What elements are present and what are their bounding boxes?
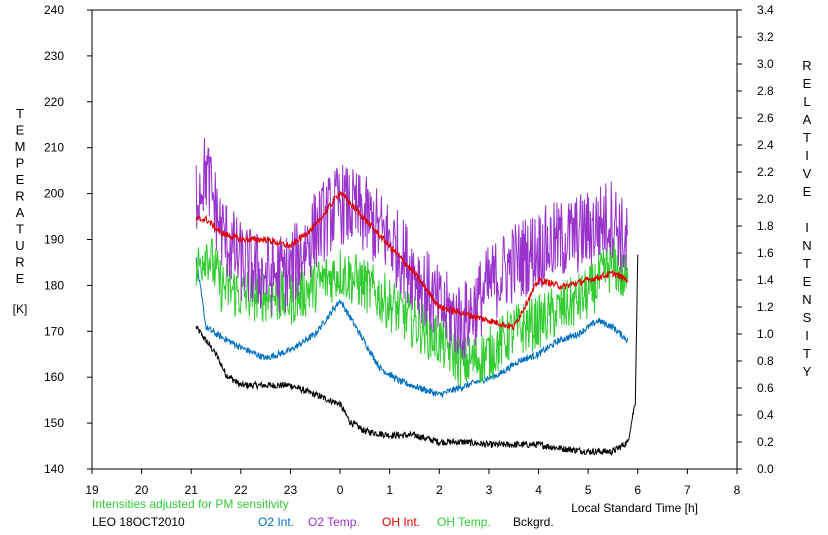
left-tick-label: 140 [44, 462, 64, 476]
site-date-label: LEO 18OCT2010 [92, 515, 185, 529]
legend-bckgrd: Bckgrd. [513, 515, 554, 529]
right-tick-label: 1.8 [757, 219, 774, 233]
left-tick-label: 240 [44, 3, 64, 17]
series-line-oh-temp [195, 237, 629, 387]
left-axis-unit: [K] [13, 302, 28, 316]
right-tick-label: 2.8 [757, 84, 774, 98]
series-line-bckgrd [195, 254, 639, 456]
plot-frame [91, 9, 738, 470]
left-tick-label: 220 [44, 95, 64, 109]
right-axis-ticks: 0.0 0.2 0.4 0.6 0.8 1.0 1.2 1.4 1.6 1.8 2.0 2.2 2.4 2… [737, 3, 774, 476]
right-tick-label: 1.0 [757, 327, 774, 341]
right-tick-label: 1.6 [757, 246, 774, 260]
series-lines [195, 137, 639, 456]
left-tick-label: 210 [44, 141, 64, 155]
left-tick-label: 230 [44, 49, 64, 63]
x-tick-label: 0 [337, 483, 344, 497]
right-tick-label: 2.0 [757, 192, 774, 206]
left-tick-label: 170 [44, 324, 64, 338]
x-tick-label: 22 [234, 483, 248, 497]
legend-oh-temp: OH Temp. [437, 515, 491, 529]
right-tick-label: 1.4 [757, 273, 774, 287]
right-tick-label: 0.6 [757, 381, 774, 395]
right-tick-label: 1.2 [757, 300, 774, 314]
right-tick-label: 2.4 [757, 138, 774, 152]
right-tick-label: 3.4 [757, 3, 774, 17]
x-tick-label: 8 [734, 483, 741, 497]
x-tick-label: 1 [386, 483, 393, 497]
legend-oh-int: OH Int. [382, 515, 420, 529]
right-tick-label: 3.2 [757, 30, 774, 44]
left-axis-ticks: 140 150 160 170 180 190 200 210 220 230 240 [44, 3, 92, 476]
x-tick-label: 4 [535, 483, 542, 497]
right-tick-label: 2.6 [757, 111, 774, 125]
right-tick-label: 0.4 [757, 408, 774, 422]
x-tick-label: 19 [85, 483, 99, 497]
right-tick-label: 0.8 [757, 354, 774, 368]
x-axis-label: Local Standard Time [h] [571, 501, 698, 515]
left-tick-label: 180 [44, 278, 64, 292]
right-tick-label: 2.2 [757, 165, 774, 179]
right-tick-label: 0.0 [757, 462, 774, 476]
legend-o2-temp: O2 Temp. [308, 515, 360, 529]
right-tick-label: 3.0 [757, 57, 774, 71]
pm-sensitivity-note: Intensities adjusted for PM sensitivity [92, 497, 289, 511]
left-tick-label: 200 [44, 187, 64, 201]
x-axis-ticks: 19 20 21 22 23 0 1 2 3 4 5 6 7 8 [85, 469, 741, 497]
series-line-oh-int [195, 191, 629, 331]
x-tick-label: 21 [185, 483, 199, 497]
x-tick-label: 20 [135, 483, 149, 497]
left-tick-label: 190 [44, 233, 64, 247]
legend-o2-int: O2 Int. [258, 515, 294, 529]
right-tick-label: 0.2 [757, 435, 774, 449]
left-tick-label: 160 [44, 370, 64, 384]
x-tick-label: 3 [486, 483, 493, 497]
left-tick-label: 150 [44, 416, 64, 430]
series-line-o2-temp [195, 137, 629, 359]
series-line-o2-int [195, 257, 629, 399]
x-tick-label: 5 [585, 483, 592, 497]
x-tick-label: 23 [284, 483, 298, 497]
x-tick-label: 7 [684, 483, 691, 497]
x-tick-label: 6 [634, 483, 641, 497]
x-tick-label: 2 [436, 483, 443, 497]
